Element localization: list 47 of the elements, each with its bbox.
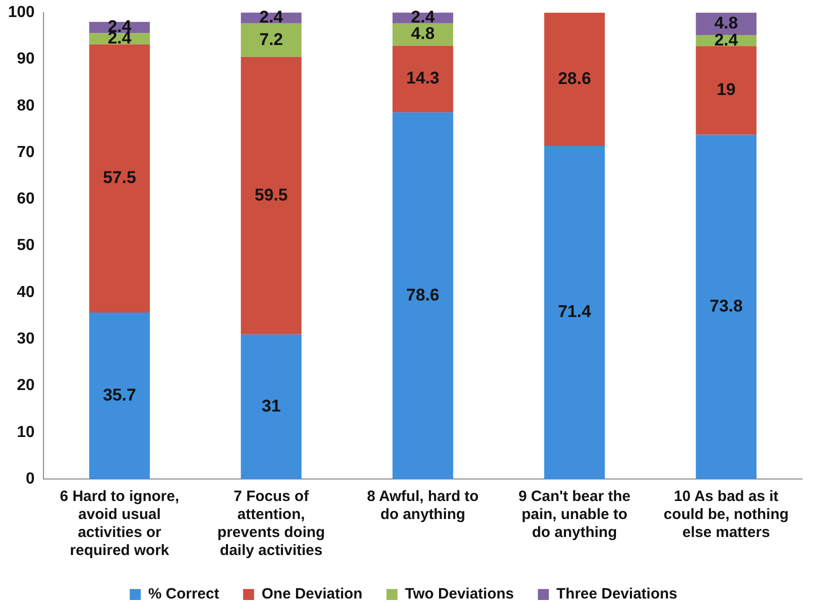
data-label: 57.5 <box>102 168 136 188</box>
y-tick-label: 70 <box>16 144 35 161</box>
data-label: 71.4 <box>558 302 592 322</box>
bar <box>240 56 302 334</box>
bar <box>392 112 454 479</box>
legend-label: Three Deviations <box>556 586 678 603</box>
data-label: 73.8 <box>710 296 743 316</box>
legend-label: % Correct <box>148 586 220 603</box>
data-label: 14.3 <box>406 68 440 88</box>
y-tick-label: 40 <box>16 284 35 301</box>
bar <box>696 134 756 479</box>
data-label: 35.7 <box>102 385 136 404</box>
x-tick-label: 6 Hard to ignore, avoid usual activities or required work <box>60 488 180 560</box>
bar <box>89 44 150 312</box>
legend-label: One Deviation <box>262 586 362 603</box>
data-label: 28.6 <box>558 68 592 88</box>
data-label: 4.8 <box>411 24 435 44</box>
data-label: 78.6 <box>406 285 440 304</box>
bar <box>89 312 150 479</box>
y-tick-label: 100 <box>8 4 35 22</box>
data-label: 4.8 <box>714 13 738 32</box>
data-label: 2.4 <box>714 30 739 50</box>
y-tick-label: 80 <box>16 97 35 114</box>
bar <box>392 46 454 112</box>
bar <box>544 12 605 146</box>
bar <box>240 334 302 479</box>
data-label: 2.4 <box>411 7 436 26</box>
x-tick-label: 8 Awful, hard to do anything <box>367 488 479 524</box>
y-tick-label: 60 <box>16 190 35 208</box>
y-tick-label: 10 <box>16 424 35 441</box>
legend-label: Two Deviations <box>404 586 514 603</box>
y-tick-label: 0 <box>26 470 35 488</box>
data-label: 19 <box>716 80 736 100</box>
bar <box>696 46 756 135</box>
bar <box>544 146 605 479</box>
y-tick-label: 90 <box>16 50 35 68</box>
data-label: 7.2 <box>259 30 284 49</box>
y-tick-label: 50 <box>16 237 35 254</box>
x-tick-label: 7 Focus of attention, prevents doing daily activities <box>217 488 325 560</box>
y-tick-label: 30 <box>16 330 35 348</box>
x-tick-label: 10 As bad as it could be, nothing else matters <box>664 488 789 542</box>
x-tick-label: 9 Can't bear the pain, unable to do anything <box>518 488 630 542</box>
data-label: 2.4 <box>259 7 284 26</box>
bar <box>240 23 302 57</box>
y-tick-label: 20 <box>16 377 35 394</box>
data-label: 31 <box>262 396 281 416</box>
data-label: 59.5 <box>254 185 288 204</box>
